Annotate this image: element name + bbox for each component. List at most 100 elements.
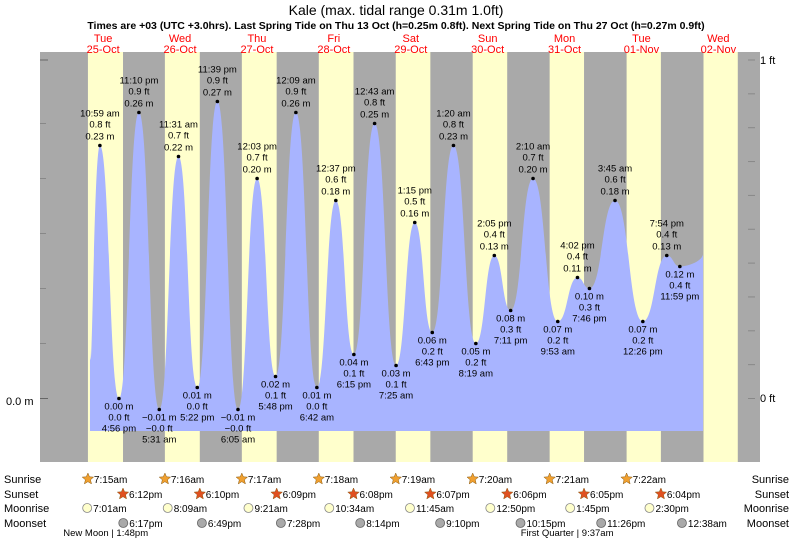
day-header-date: 27-Oct — [240, 44, 273, 56]
moonrise-icon — [565, 503, 576, 513]
tide-height-ft-label: 0.0 ft — [187, 402, 208, 413]
moonrise-time: 2:30pm — [655, 504, 688, 515]
tide-height-ft-label: 0.8 ft — [89, 120, 110, 131]
sun-moon-rows: Sunrise Sunrise Sunset Sunset Moonrise Moonri… — [4, 472, 789, 539]
tide-height-m-label: 0.02 m — [261, 380, 290, 391]
tide-height-m-label: −0.01 m — [142, 413, 177, 424]
day-header-weekday: Tue — [632, 33, 651, 45]
day-header-weekday: Sun — [478, 33, 498, 45]
sunset-time: 6:06pm — [513, 490, 546, 501]
tide-height-m-label: 0.22 m — [164, 143, 193, 154]
tide-height-m-label: 0.23 m — [439, 132, 468, 143]
moonset-time: 9:10pm — [446, 519, 479, 530]
right-axis-top-label: 1 ft — [760, 55, 775, 67]
tide-height-m-label: 0.04 m — [339, 358, 368, 369]
sunrise-icon — [620, 472, 633, 485]
day-header-date: 31-Oct — [548, 44, 581, 56]
tide-time-label: 12:09 am — [276, 76, 316, 87]
tide-point — [294, 110, 298, 115]
tide-height-ft-label: 0.6 ft — [604, 175, 625, 186]
tide-height-ft-label: 0.9 ft — [285, 87, 306, 98]
day-headers: Tue25-OctWed26-OctThu27-OctFri28-OctSat2… — [87, 33, 737, 56]
sunset-time: 6:12pm — [129, 490, 162, 501]
tide-point — [678, 264, 682, 269]
tide-height-ft-label: 0.3 ft — [500, 325, 521, 336]
sunset-time: 6:07pm — [436, 490, 469, 501]
tide-point — [641, 319, 645, 324]
tide-height-m-label: 0.18 m — [321, 187, 350, 198]
tide-point — [474, 341, 478, 346]
sunrise-time: 7:19am — [402, 475, 435, 486]
tide-time-label: 9:53 am — [541, 347, 575, 358]
tide-point — [587, 286, 592, 291]
sunset-icon — [270, 487, 284, 500]
sunrise-icon — [158, 472, 172, 485]
sunrise-icon — [543, 472, 557, 485]
moonset-icon — [275, 518, 286, 528]
tide-point — [352, 352, 356, 357]
tide-time-label: 10:59 am — [80, 109, 120, 120]
tide-curve — [90, 101, 703, 431]
tide-height-m-label: 0.10 m — [575, 292, 604, 303]
tide-height-m-label: 0.12 m — [665, 270, 694, 281]
moonset-icon — [677, 518, 687, 528]
tide-time-label: 5:31 am — [142, 435, 176, 446]
sunset-time: 6:09pm — [283, 490, 316, 501]
day-header-weekday: Fri — [327, 33, 340, 45]
moon-phase-label: New Moon | 1:48pm — [63, 528, 148, 539]
tide-height-ft-label: 0.9 ft — [128, 87, 149, 98]
tide-point — [430, 330, 435, 335]
tide-labels: 10:59 am0.8 ft0.23 m0.00 m0.0 ft4:56 pm1… — [80, 65, 699, 446]
tide-time-label: 12:43 am — [355, 87, 395, 98]
tide-height-m-label: 0.16 m — [400, 209, 429, 220]
moonset-time: 12:38am — [688, 519, 727, 530]
tide-height-ft-label: 0.0 ft — [306, 402, 327, 413]
sunset-icon — [500, 487, 514, 500]
sunrise-icon — [466, 472, 480, 485]
moonset-time: 6:17pm — [129, 519, 162, 530]
tide-time-label: 4:56 pm — [102, 424, 136, 435]
moon-phase-label: First Quarter | 9:37am — [521, 528, 614, 539]
tide-height-ft-label: −0.0 ft — [146, 424, 173, 435]
tide-height-m-label: 0.25 m — [360, 110, 389, 121]
tide-point — [215, 99, 220, 104]
tide-height-ft-label: 0.6 ft — [325, 175, 346, 186]
moonrise-icon — [82, 503, 93, 513]
moonrise-time: 1:45pm — [576, 504, 609, 515]
tide-time-label: 11:39 pm — [198, 65, 237, 76]
tide-height-ft-label: 0.4 ft — [567, 252, 588, 263]
tide-time-label: 11:31 am — [159, 120, 198, 131]
tide-time-label: 12:37 pm — [316, 164, 356, 175]
tide-time-label: 7:54 pm — [650, 219, 684, 230]
tide-height-ft-label: 0.4 ft — [669, 281, 690, 292]
tide-time-label: 5:22 pm — [180, 413, 214, 424]
sunrise-time: 7:20am — [479, 475, 512, 486]
tide-time-label: 3:45 am — [598, 164, 632, 175]
moonset-time: 7:28pm — [287, 519, 320, 530]
moonrise-time: 11:45am — [416, 504, 454, 515]
moonset-icon — [435, 518, 446, 528]
tide-time-label: 6:43 pm — [415, 358, 449, 369]
day-header-weekday: Mon — [554, 33, 575, 45]
moonrise-time: 7:01am — [93, 504, 126, 515]
tide-point — [451, 143, 456, 148]
tide-height-ft-label: 0.2 ft — [547, 336, 568, 347]
tide-height-m-label: 0.27 m — [203, 88, 232, 99]
moonset-time: 8:14pm — [366, 519, 399, 530]
tide-height-ft-label: 0.9 ft — [207, 76, 228, 87]
tide-time-label: 1:15 pm — [398, 186, 432, 197]
moonset-icon — [118, 518, 129, 528]
moonrise-icon — [324, 503, 335, 513]
moonset-icon — [596, 518, 607, 528]
tide-height-ft-label: 0.1 ft — [343, 369, 364, 380]
row-label-right: Moonrise — [744, 503, 789, 515]
sunrise-icon — [81, 472, 95, 485]
tide-point — [372, 121, 377, 126]
tide-height-m-label: 0.20 m — [519, 165, 548, 176]
tide-time-label: 2:10 am — [516, 142, 550, 153]
tide-point — [531, 176, 535, 181]
sunset-icon — [423, 487, 437, 500]
tide-point — [508, 308, 513, 313]
sunrise-time: 7:17am — [248, 475, 281, 486]
daylight-band — [703, 52, 738, 462]
